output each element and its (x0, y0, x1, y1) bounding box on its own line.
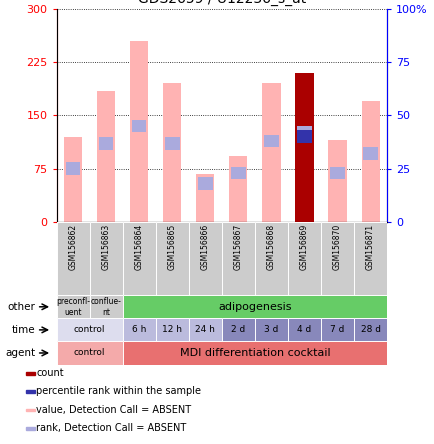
Bar (296, 126, 311, 139)
Bar (262, 83, 280, 222)
Text: control: control (74, 325, 105, 334)
Text: count: count (36, 368, 64, 378)
Text: percentile rank within the sample: percentile rank within the sample (36, 386, 201, 396)
Bar (263, 135, 278, 147)
Text: conflue-
nt: conflue- nt (91, 297, 121, 317)
Bar (197, 177, 212, 190)
Text: other: other (7, 302, 35, 312)
Bar (295, 73, 313, 222)
Bar (329, 166, 344, 179)
Title: GDS2659 / U12236_s_at: GDS2659 / U12236_s_at (138, 0, 305, 7)
Text: agent: agent (5, 348, 35, 358)
Text: rank, Detection Call = ABSENT: rank, Detection Call = ABSENT (36, 423, 186, 433)
Bar (163, 83, 181, 222)
Bar (99, 137, 113, 150)
Text: GSM156862: GSM156862 (69, 224, 77, 270)
Text: 3 d: 3 d (263, 325, 278, 334)
Bar (362, 147, 377, 160)
Bar (130, 41, 148, 222)
Text: GSM156866: GSM156866 (201, 224, 209, 270)
Text: 4 d: 4 d (297, 325, 311, 334)
Bar (229, 156, 247, 222)
Bar (26, 427, 35, 429)
Bar (164, 137, 179, 150)
Text: GSM156864: GSM156864 (135, 224, 143, 270)
Text: GSM156865: GSM156865 (168, 224, 176, 270)
Bar (64, 137, 82, 222)
Text: 28 d: 28 d (360, 325, 380, 334)
Bar (295, 73, 313, 222)
Text: adipogenesis: adipogenesis (218, 302, 291, 312)
Text: 7 d: 7 d (329, 325, 344, 334)
Text: time: time (11, 325, 35, 335)
Bar (97, 91, 115, 222)
Text: GSM156871: GSM156871 (365, 224, 374, 270)
Bar (296, 131, 311, 143)
Bar (328, 140, 346, 222)
Text: GSM156868: GSM156868 (266, 224, 275, 270)
Bar (132, 120, 146, 132)
Text: GSM156863: GSM156863 (102, 224, 110, 270)
Text: 24 h: 24 h (195, 325, 215, 334)
Bar (196, 174, 214, 222)
Text: 2 d: 2 d (231, 325, 245, 334)
Bar (26, 408, 35, 411)
Text: value, Detection Call = ABSENT: value, Detection Call = ABSENT (36, 405, 191, 415)
Text: 12 h: 12 h (162, 325, 182, 334)
Text: GSM156869: GSM156869 (299, 224, 308, 270)
Text: GSM156870: GSM156870 (332, 224, 341, 270)
Text: preconfl-
uent: preconfl- uent (56, 297, 90, 317)
Bar (26, 390, 35, 393)
Text: 6 h: 6 h (132, 325, 146, 334)
Bar (230, 166, 245, 179)
Bar (66, 163, 80, 175)
Text: control: control (74, 349, 105, 357)
Text: GSM156867: GSM156867 (233, 224, 242, 270)
Text: MDI differentiation cocktail: MDI differentiation cocktail (179, 348, 329, 358)
Bar (26, 372, 35, 375)
Bar (361, 101, 379, 222)
